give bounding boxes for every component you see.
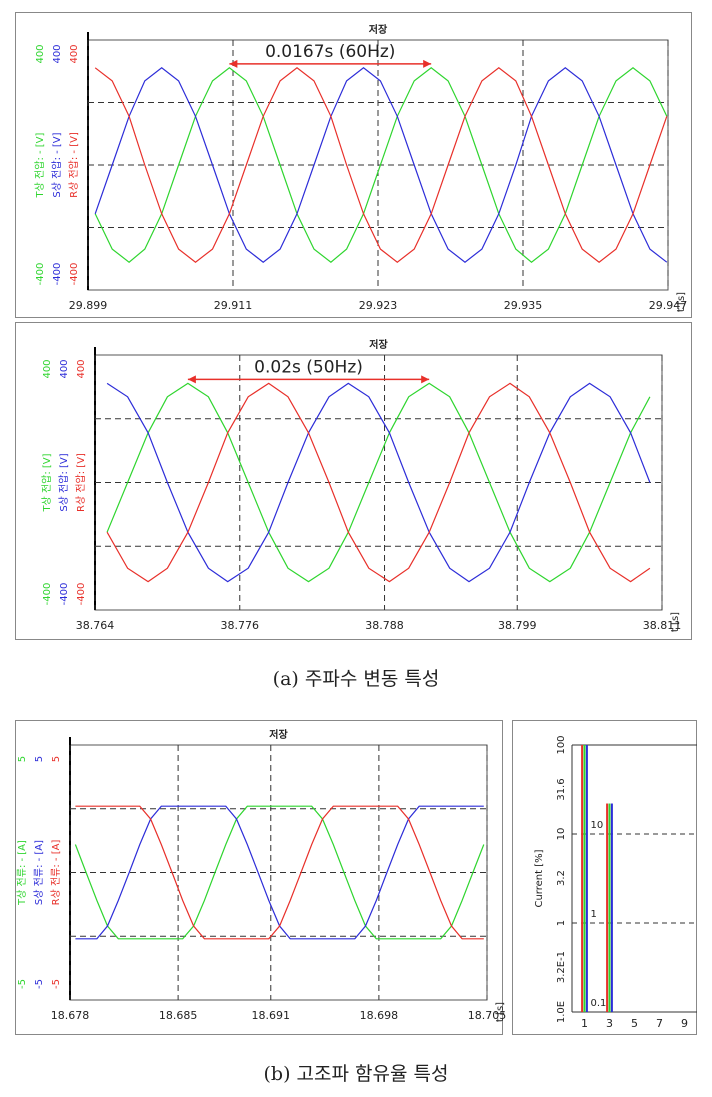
y-tick-label: 100 [556,735,567,754]
y-axis-label: Current [%] [534,849,545,907]
y-tick-label: 1.0E [556,1001,567,1023]
x-tick-label: 5 [631,1017,638,1030]
panel-frame [512,720,697,1035]
x-tick-label: 29.911 [214,299,253,312]
chart-title: 저장 [369,338,388,351]
y-tick-label: -400 [69,263,80,286]
chart-title: 저장 [269,728,288,741]
y-tick-label: 400 [69,44,80,63]
bar [606,803,609,1012]
y-tick-label: 400 [52,44,63,63]
annotation: 0.02s (50Hz) [254,357,363,377]
y-tick-label: -5 [51,979,62,989]
y-tick-label: 400 [76,359,87,378]
x-tick-label: 18.678 [51,1009,90,1022]
y-tick-label: 3.2 [556,870,567,886]
series-line [94,67,668,263]
x-tick-label: 18.705 [468,1009,507,1022]
bar [608,803,611,1012]
x-tick-label: 29.947 [649,299,688,312]
y-tick-label: 400 [42,359,53,378]
y-tick-label: -400 [52,263,63,286]
x-tick-label: 1 [581,1017,588,1030]
x-tick-label: 3 [606,1017,613,1030]
y-tick-label: 3.2E-1 [556,951,567,983]
x-tick-label: 29.899 [69,299,108,312]
y-tick-label: -400 [42,583,53,606]
y-axis-label: R상 전류: - [A] [50,840,62,906]
y-axis-label: R상 전압: [V] [74,453,87,512]
y-tick-label: 1 [556,920,567,926]
grid-label: 10 [591,820,604,831]
y-axis-label: T상 전류: - [A] [16,840,28,906]
series-line [94,67,668,263]
x-tick-label: 9 [681,1017,688,1030]
bar [585,745,588,1012]
caption: (b) 고조파 함유율 특성 [264,1063,449,1085]
x-tick-label: 38.811 [643,619,682,632]
y-axis-label: S상 전압: - [V] [50,132,63,197]
x-tick-label: 7 [656,1017,663,1030]
x-tick-label: 38.776 [221,619,260,632]
y-tick-label: -400 [35,263,46,286]
x-tick-label: 38.788 [365,619,404,632]
y-axis-label: S상 전압: [V] [57,453,70,511]
bar [581,745,584,1012]
y-tick-label: 400 [35,44,46,63]
y-tick-label: 5 [17,756,28,762]
y-axis-label: S상 전류: - [A] [33,840,45,905]
y-axis-label: T상 전압: [V] [40,453,53,512]
y-tick-label: -400 [59,583,70,606]
x-tick-label: 18.698 [360,1009,399,1022]
grid-label: 0.1 [591,998,607,1009]
y-tick-label: -5 [34,979,45,989]
plot-area [69,744,488,1001]
x-axis-label: t [s] [495,1002,506,1022]
caption: (a) 주파수 변동 특성 [273,668,440,690]
series-line [94,67,668,263]
series-line [75,805,484,940]
x-axis-label: t [s] [670,612,681,632]
series-line [106,382,651,583]
x-tick-label: 29.923 [359,299,398,312]
series-line [106,382,651,583]
chart-title: 저장 [369,23,388,36]
x-tick-label: 18.685 [159,1009,198,1022]
y-tick-label: 5 [34,756,45,762]
bar [610,803,613,1012]
grid-label: 1 [591,909,597,920]
y-tick-label: -400 [76,583,87,606]
y-tick-label: 31.6 [556,778,567,800]
x-tick-label: 18.691 [252,1009,291,1022]
y-tick-label: 5 [51,756,62,762]
y-tick-label: 400 [59,359,70,378]
y-tick-label: -5 [17,979,28,989]
y-tick-label: 10 [556,828,567,841]
y-axis-label: R상 전압: - [V] [67,132,80,198]
x-axis-label: t [s] [676,292,687,312]
x-tick-label: 29.935 [504,299,543,312]
bar [583,745,586,1012]
series-line [106,382,651,583]
annotation: 0.0167s (60Hz) [265,42,395,62]
x-tick-label: 38.799 [498,619,537,632]
x-tick-label: 38.764 [76,619,115,632]
series-line [74,805,485,940]
y-axis-label: T상 전압: - [V] [33,132,46,198]
